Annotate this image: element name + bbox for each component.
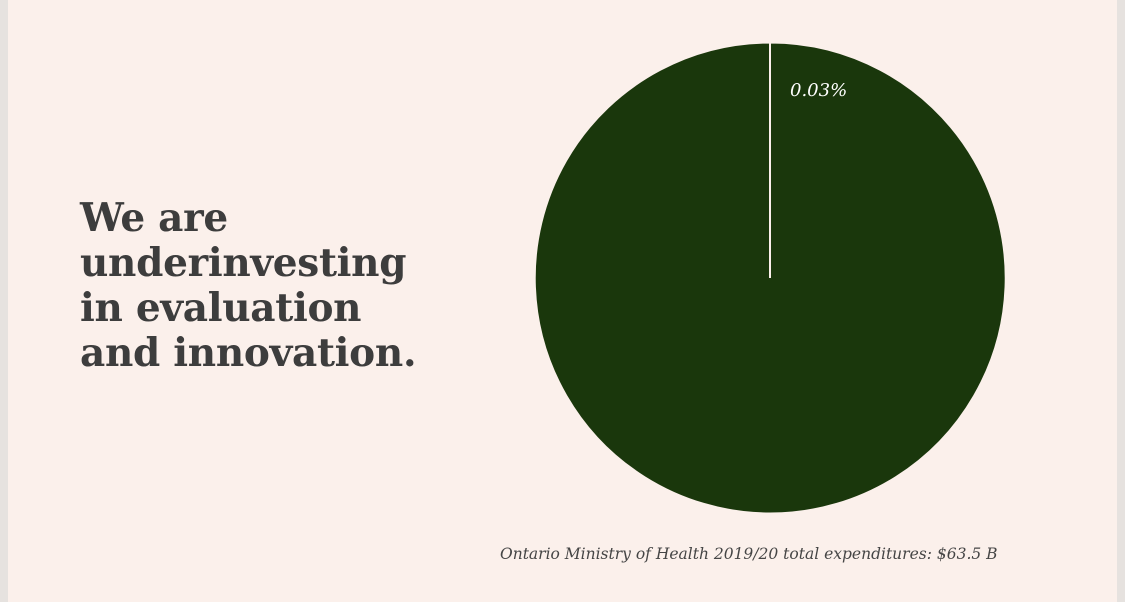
- pie-slices: [534, 42, 1006, 514]
- chart-caption: Ontario Ministry of Health 2019/20 total…: [500, 545, 998, 563]
- headline-line-4: and innovation.: [80, 330, 417, 376]
- pie-chart: 0.03%: [534, 42, 1006, 514]
- pie-labels: 0.03%: [790, 80, 847, 101]
- headline-line-1: We are: [80, 195, 228, 241]
- pie-slice-label-1: 0.03%: [790, 80, 847, 101]
- headline-line-2: underinvesting: [80, 240, 407, 286]
- slide: We are underinvesting in evaluation and …: [8, 0, 1117, 602]
- headline-line-3: in evaluation: [80, 285, 362, 331]
- headline: We are underinvesting in evaluation and …: [80, 196, 480, 376]
